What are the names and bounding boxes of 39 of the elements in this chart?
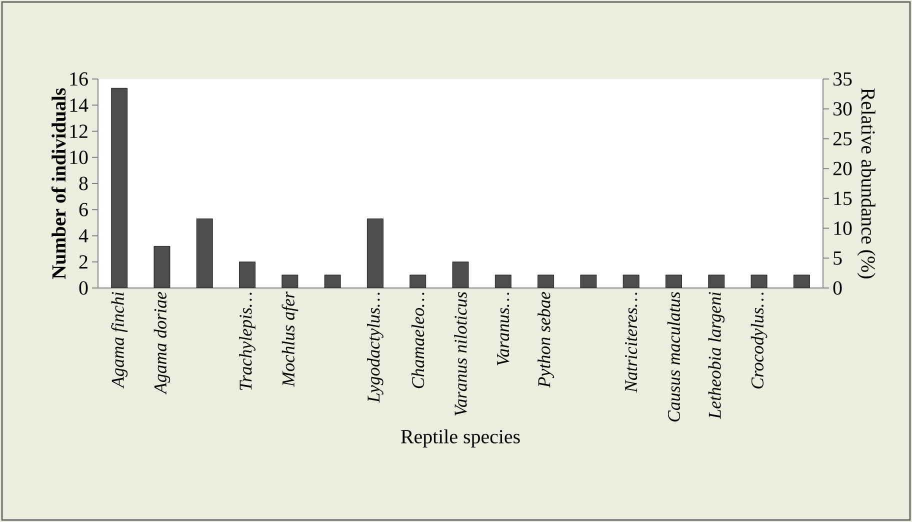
- y2-tick-label: 30: [833, 102, 852, 116]
- x-tick-label: Causus maculatus: [667, 292, 680, 422]
- x-tick-label: Varanus niloticus: [454, 292, 467, 416]
- x-tick-label: Agama doriae: [154, 292, 170, 395]
- y2-tick-label: 5: [834, 252, 842, 265]
- bar: [196, 218, 213, 288]
- y-tick-label: 16: [70, 72, 88, 86]
- bar: [367, 218, 384, 288]
- y2-tick-label: 20: [833, 162, 852, 176]
- y-tick-label: 4: [78, 229, 88, 242]
- y-tick-label: 2: [79, 255, 88, 268]
- x-axis-title: Reptile species: [401, 429, 520, 448]
- y-tick-label: 6: [79, 202, 88, 216]
- x-tick-label: Chamaeleo…: [412, 292, 424, 388]
- x-tick-label: Varanus…: [497, 292, 510, 366]
- x-tick-label: Trachylepis…: [239, 292, 256, 390]
- y2-tick-label: 15: [834, 192, 852, 206]
- bar: [154, 246, 170, 288]
- y-tick-label: 8: [79, 176, 88, 190]
- bar: [239, 262, 256, 288]
- y-tick-label: 14: [70, 98, 88, 112]
- x-tick-label: Natriciteres…: [625, 292, 638, 393]
- y-axis-title: Number of individuals: [51, 88, 66, 279]
- x-tick-label: Mochlus afer: [282, 291, 298, 387]
- y2-tick-label: 35: [833, 72, 852, 86]
- x-tick-label: Python sebae: [538, 292, 554, 388]
- y-tick-label: 10: [70, 150, 88, 164]
- x-tick-label: Lygodactylus…: [367, 292, 384, 403]
- bar: [111, 88, 128, 288]
- x-tick-label: Crocodylus…: [750, 292, 768, 388]
- x-tick-label: Agama finchi: [111, 292, 128, 389]
- y2-tick-label: 25: [833, 132, 852, 146]
- y2-axis-title: Relative abundance (%): [857, 88, 876, 278]
- y-tick-label: 12: [70, 124, 88, 138]
- bar: [452, 262, 469, 288]
- y2-tick-label: 10: [834, 222, 852, 235]
- x-tick-label: Letheobia largeni: [708, 292, 725, 420]
- y2-tick-label: 0: [833, 281, 842, 295]
- y-tick-label: 0: [79, 281, 88, 295]
